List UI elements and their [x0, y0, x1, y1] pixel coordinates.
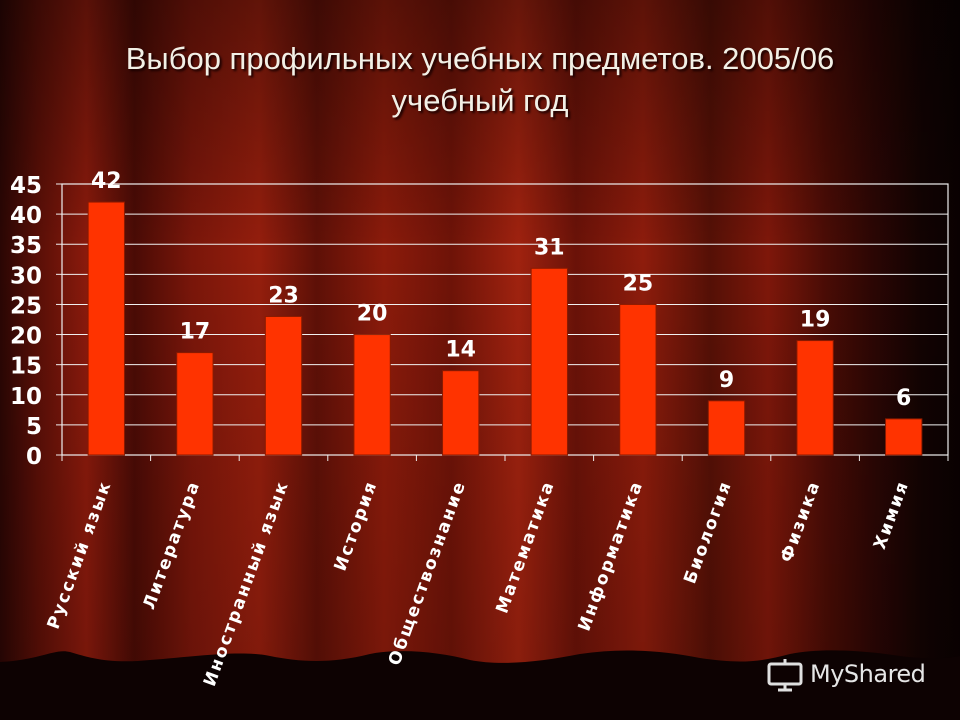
- bar: [264, 315, 303, 456]
- bar: [530, 267, 568, 456]
- data-label: 42: [91, 169, 122, 194]
- y-tick-label: 0: [26, 444, 42, 470]
- bar: [353, 334, 391, 456]
- bar: [87, 201, 125, 456]
- data-label: 31: [534, 235, 565, 260]
- bar: [176, 352, 214, 456]
- bar: [796, 340, 834, 456]
- y-tick-label: 15: [10, 354, 42, 380]
- data-label: 14: [445, 338, 476, 363]
- slide-title-line-2: учебный год: [391, 83, 569, 118]
- data-label: 9: [719, 368, 734, 393]
- data-label: 6: [896, 386, 911, 411]
- y-tick-label: 35: [10, 233, 42, 259]
- bar: [619, 303, 657, 456]
- chart-data-labels: 42 17 23 20 14 31 25 9 19 6: [91, 169, 911, 411]
- y-tick-label: 45: [10, 173, 42, 199]
- y-tick-label: 5: [26, 414, 42, 440]
- y-tick-label: 10: [10, 384, 42, 410]
- y-axis-ticks: 0 5 10 15 20 25 30 35 40 45: [10, 173, 42, 470]
- curtain-bottom-edge: [0, 650, 960, 720]
- y-tick-label: 30: [10, 263, 42, 289]
- y-tick-label: 25: [10, 293, 42, 319]
- data-label: 25: [623, 271, 654, 296]
- watermark-text: MyShared: [810, 660, 926, 688]
- data-label: 19: [800, 308, 831, 333]
- slide-title: Выбор профильных учебных предметов. 2005…: [40, 38, 920, 122]
- bar: [442, 370, 480, 456]
- data-label: 17: [180, 320, 211, 345]
- data-label: 23: [268, 283, 299, 308]
- bar: [885, 418, 923, 456]
- watermark-logo: MyShared: [766, 656, 946, 696]
- slide-title-line-1: Выбор профильных учебных предметов. 2005…: [125, 41, 835, 76]
- chart-bars: [87, 201, 923, 456]
- presentation-board-icon: [767, 659, 803, 692]
- y-tick-label: 40: [10, 203, 42, 229]
- y-tick-label: 20: [10, 324, 42, 350]
- bar: [707, 400, 746, 456]
- data-label: 20: [357, 302, 388, 327]
